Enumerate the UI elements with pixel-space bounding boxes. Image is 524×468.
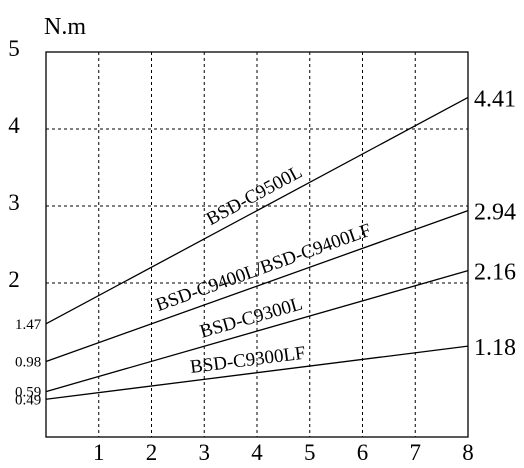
series-line xyxy=(45,210,469,363)
series-line xyxy=(45,96,469,325)
x-tick-label: 5 xyxy=(304,440,316,465)
series-end-value-label: 2.16 xyxy=(474,260,516,286)
x-tick-label: 4 xyxy=(251,440,263,465)
y-tick-label: 2 xyxy=(8,267,20,292)
y-start-value-label: 1.47 xyxy=(15,317,42,333)
plot-frame xyxy=(45,51,469,438)
y-start-value-label: 0.98 xyxy=(15,355,41,371)
series-lines xyxy=(45,96,469,400)
tick-labels: 1 2 3 4 5 6 7 8 2 3 4 5 0.490.59 0.98 1.47 xyxy=(8,36,474,465)
x-tick-label: 2 xyxy=(146,440,158,465)
series-name-label: BSD-C9500L xyxy=(203,162,306,230)
series-end-value-label: 2.94 xyxy=(474,200,516,226)
y-tick-label: 4 xyxy=(8,113,20,138)
series-end-value-label: 4.41 xyxy=(474,86,516,112)
x-tick-label: 3 xyxy=(199,440,211,465)
x-tick-label: 7 xyxy=(410,440,422,465)
x-tick-label: 1 xyxy=(93,440,105,465)
series-name-label: BSD-C9300L xyxy=(198,293,305,342)
series-end-value-label: 1.18 xyxy=(474,335,516,361)
series-name-label: BSD-C9400L/BSD-C9400LF xyxy=(153,220,374,316)
y-tick-label: 3 xyxy=(8,190,20,215)
y-axis-label: N.m xyxy=(44,14,86,40)
y-start-value-label: 0.49 xyxy=(15,392,41,408)
series-name-label: BSD-C9300LF xyxy=(189,343,307,378)
series-labels: 4.41 BSD-C9500L 2.94 BSD-C9400L/BSD-C9400LF… xyxy=(153,86,516,378)
series-line xyxy=(45,270,469,393)
y-start-value-label: 0.59 xyxy=(15,385,41,401)
grid xyxy=(46,52,468,437)
series-line xyxy=(45,345,469,400)
x-tick-label: 8 xyxy=(462,440,474,465)
x-tick-label: 6 xyxy=(357,440,369,465)
y-tick-label: 5 xyxy=(8,36,20,61)
